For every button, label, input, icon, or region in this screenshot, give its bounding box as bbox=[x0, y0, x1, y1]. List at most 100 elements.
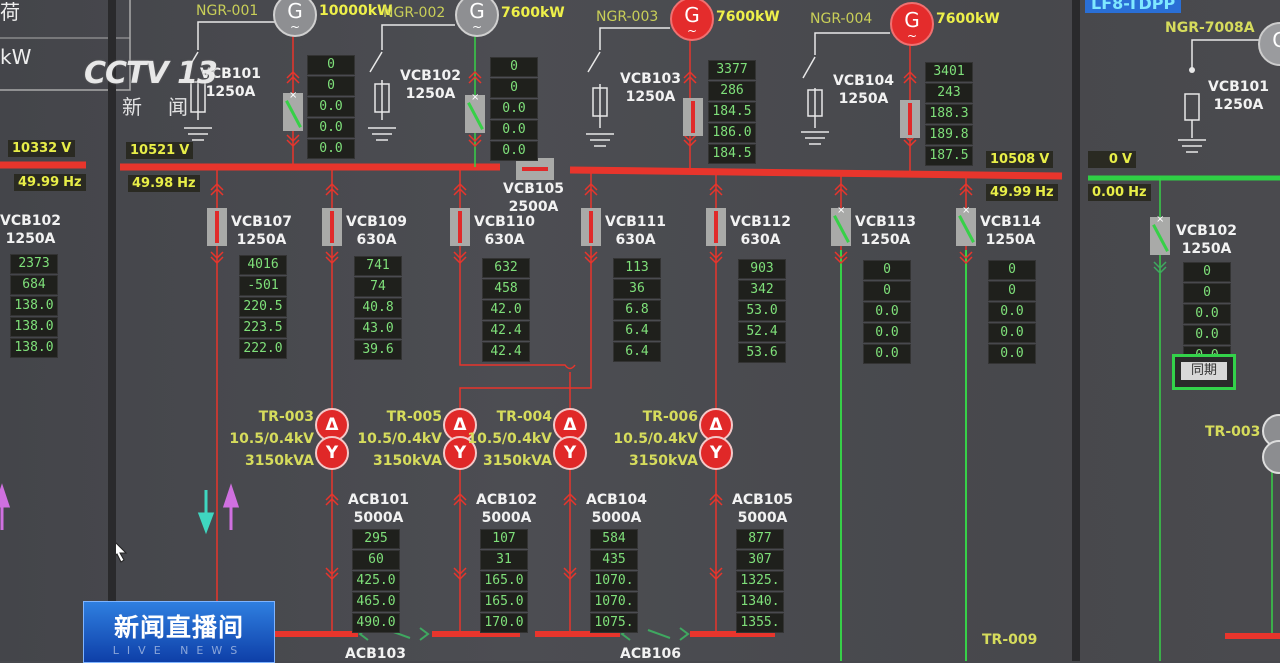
up-chevron-icon bbox=[325, 182, 339, 196]
breaker-rating: 630A bbox=[484, 232, 525, 248]
reading-cell: 0.0 bbox=[490, 99, 538, 119]
reading-cell: 187.5 bbox=[925, 146, 973, 166]
up-arrow-icon bbox=[222, 483, 240, 530]
reading-cell: 1325. bbox=[736, 571, 784, 591]
gen-breaker-vcb103[interactable] bbox=[683, 98, 703, 136]
transformer-wye-icon[interactable]: Y bbox=[443, 436, 477, 470]
breaker-rating: 5000A bbox=[737, 510, 788, 526]
reading-cell: 0.0 bbox=[863, 302, 911, 322]
reading-cell: 1070. bbox=[590, 571, 638, 591]
reading-cell: 0.0 bbox=[863, 344, 911, 364]
reading-cell: 138.0 bbox=[10, 296, 58, 316]
transformer-wye-icon[interactable]: Y bbox=[699, 436, 733, 470]
feeder-breaker-label: VCB111 630A bbox=[605, 213, 666, 249]
breaker-rating: 1250A bbox=[625, 89, 676, 105]
breaker-rating: 1250A bbox=[985, 232, 1036, 248]
reading-cell: 632 bbox=[482, 258, 530, 278]
reading-cell: 877 bbox=[736, 529, 784, 549]
ac-wave-icon: ~ bbox=[289, 20, 301, 34]
generator-power: 7600kW bbox=[501, 5, 565, 21]
transformer-wye-icon[interactable]: Y bbox=[553, 436, 587, 470]
reading-cell: 1075. bbox=[590, 613, 638, 633]
main-bus-right-voltage: 10508 V bbox=[986, 151, 1054, 168]
transformer-wye-icon[interactable]: Y bbox=[315, 436, 349, 470]
breaker-name: VCB103 bbox=[620, 71, 682, 87]
feeder-readings: 0 0 0.0 0.0 0.0 bbox=[863, 260, 911, 365]
reading-cell: 52.4 bbox=[738, 322, 786, 342]
reading-cell: -501 bbox=[239, 276, 287, 296]
ngr-branches bbox=[184, 21, 890, 147]
breaker-name: VCB111 bbox=[605, 214, 667, 230]
reading-cell: 0 bbox=[988, 281, 1036, 301]
gen-breaker-readings: 3401 243 188.3 189.8 187.5 bbox=[925, 62, 973, 167]
reading-cell: 6.8 bbox=[613, 300, 661, 320]
closed-indicator bbox=[215, 211, 219, 243]
sync-button[interactable]: 同期 bbox=[1172, 354, 1236, 390]
feeder-readings: 903 342 53.0 52.4 53.6 bbox=[738, 259, 786, 364]
transformer-name: TR-006 bbox=[642, 409, 698, 425]
reading-cell: 465.0 bbox=[352, 592, 400, 612]
up-chevron-icon bbox=[325, 492, 339, 506]
reading-cell: 170.0 bbox=[480, 613, 528, 633]
feeder-readings: 4016 -501 220.5 223.5 222.0 bbox=[239, 255, 287, 360]
right-vcb102-breaker[interactable]: × bbox=[1150, 214, 1170, 255]
reading-cell: 1340. bbox=[736, 592, 784, 612]
reading-cell: 42.4 bbox=[482, 321, 530, 341]
reading-cell: 0.0 bbox=[988, 323, 1036, 343]
reading-cell: 220.5 bbox=[239, 297, 287, 317]
ngr-label: NGR-002 bbox=[383, 5, 446, 21]
open-indicator bbox=[958, 215, 975, 243]
breaker-name: VCB104 bbox=[833, 73, 895, 89]
generator-1-icon[interactable]: G ~ bbox=[273, 0, 317, 37]
gen-breaker-vcb102[interactable]: × bbox=[465, 92, 485, 133]
up-chevron-icon bbox=[834, 182, 848, 196]
generator-power: 10000kW bbox=[319, 3, 393, 19]
left-header-unit: kW bbox=[0, 45, 32, 69]
reading-cell: 0.0 bbox=[307, 97, 355, 117]
feeder-breaker-vcb109[interactable] bbox=[322, 208, 342, 246]
down-chevron-icon bbox=[709, 251, 723, 265]
reading-cell: 0 bbox=[490, 57, 538, 77]
gen-breaker-vcb101[interactable]: × bbox=[283, 90, 303, 131]
reading-cell: 53.0 bbox=[738, 301, 786, 321]
reading-cell: 0 bbox=[1183, 262, 1231, 282]
open-indicator bbox=[285, 100, 302, 128]
breaker-name: ACB104 bbox=[586, 492, 648, 508]
reading-cell: 6.4 bbox=[613, 342, 661, 362]
reading-cell: 184.5 bbox=[708, 102, 756, 122]
down-arrow-icon bbox=[197, 490, 215, 535]
acb-readings: 295 60 425.0 465.0 490.0 bbox=[352, 529, 400, 634]
reading-cell: 1070. bbox=[590, 592, 638, 612]
gen-breaker-vcb104[interactable] bbox=[900, 100, 920, 138]
reading-cell: 3377 bbox=[708, 60, 756, 80]
acb-label: ACB102 5000A bbox=[476, 491, 537, 527]
feeder-breaker-vcb107[interactable] bbox=[207, 208, 227, 246]
transformer-label: TR-004 10.5/0.4kV 3150kVA bbox=[450, 406, 552, 472]
reading-cell: 107 bbox=[480, 529, 528, 549]
breaker-rating: 1250A bbox=[838, 91, 889, 107]
up-chevron-icon bbox=[210, 182, 224, 196]
reading-cell: 40.8 bbox=[354, 298, 402, 318]
reading-cell: 0 bbox=[863, 260, 911, 280]
generator-4-icon[interactable]: G ~ bbox=[890, 2, 934, 46]
generator-3-icon[interactable]: G ~ bbox=[670, 0, 714, 41]
left-header-label: 荷 bbox=[0, 0, 20, 24]
gen-breaker-readings: 0 0 0.0 0.0 0.0 bbox=[307, 55, 355, 160]
up-chevron-icon bbox=[903, 70, 917, 84]
reading-cell: 0.0 bbox=[1183, 325, 1231, 345]
breaker-name: VCB109 bbox=[346, 214, 408, 230]
feeder-breaker-vcb111[interactable] bbox=[581, 208, 601, 246]
feeder-breaker-vcb113[interactable]: × bbox=[831, 205, 851, 246]
feeder-readings: 113 36 6.8 6.4 6.4 bbox=[613, 258, 661, 363]
generator-2-icon[interactable]: G ~ bbox=[455, 0, 499, 37]
breaker-rating: 630A bbox=[615, 232, 656, 248]
feeder-breaker-vcb112[interactable] bbox=[706, 208, 726, 246]
up-chevron-icon bbox=[709, 182, 723, 196]
breaker-name: VCB101 bbox=[200, 66, 262, 82]
open-indicator bbox=[467, 102, 484, 130]
ngr-label: NGR-004 bbox=[810, 11, 873, 27]
feeder-breaker-vcb110[interactable] bbox=[450, 208, 470, 246]
feeder-readings: 0 0 0.0 0.0 0.0 bbox=[988, 260, 1036, 365]
feeder-breaker-vcb114[interactable]: × bbox=[956, 205, 976, 246]
reading-cell: 903 bbox=[738, 259, 786, 279]
